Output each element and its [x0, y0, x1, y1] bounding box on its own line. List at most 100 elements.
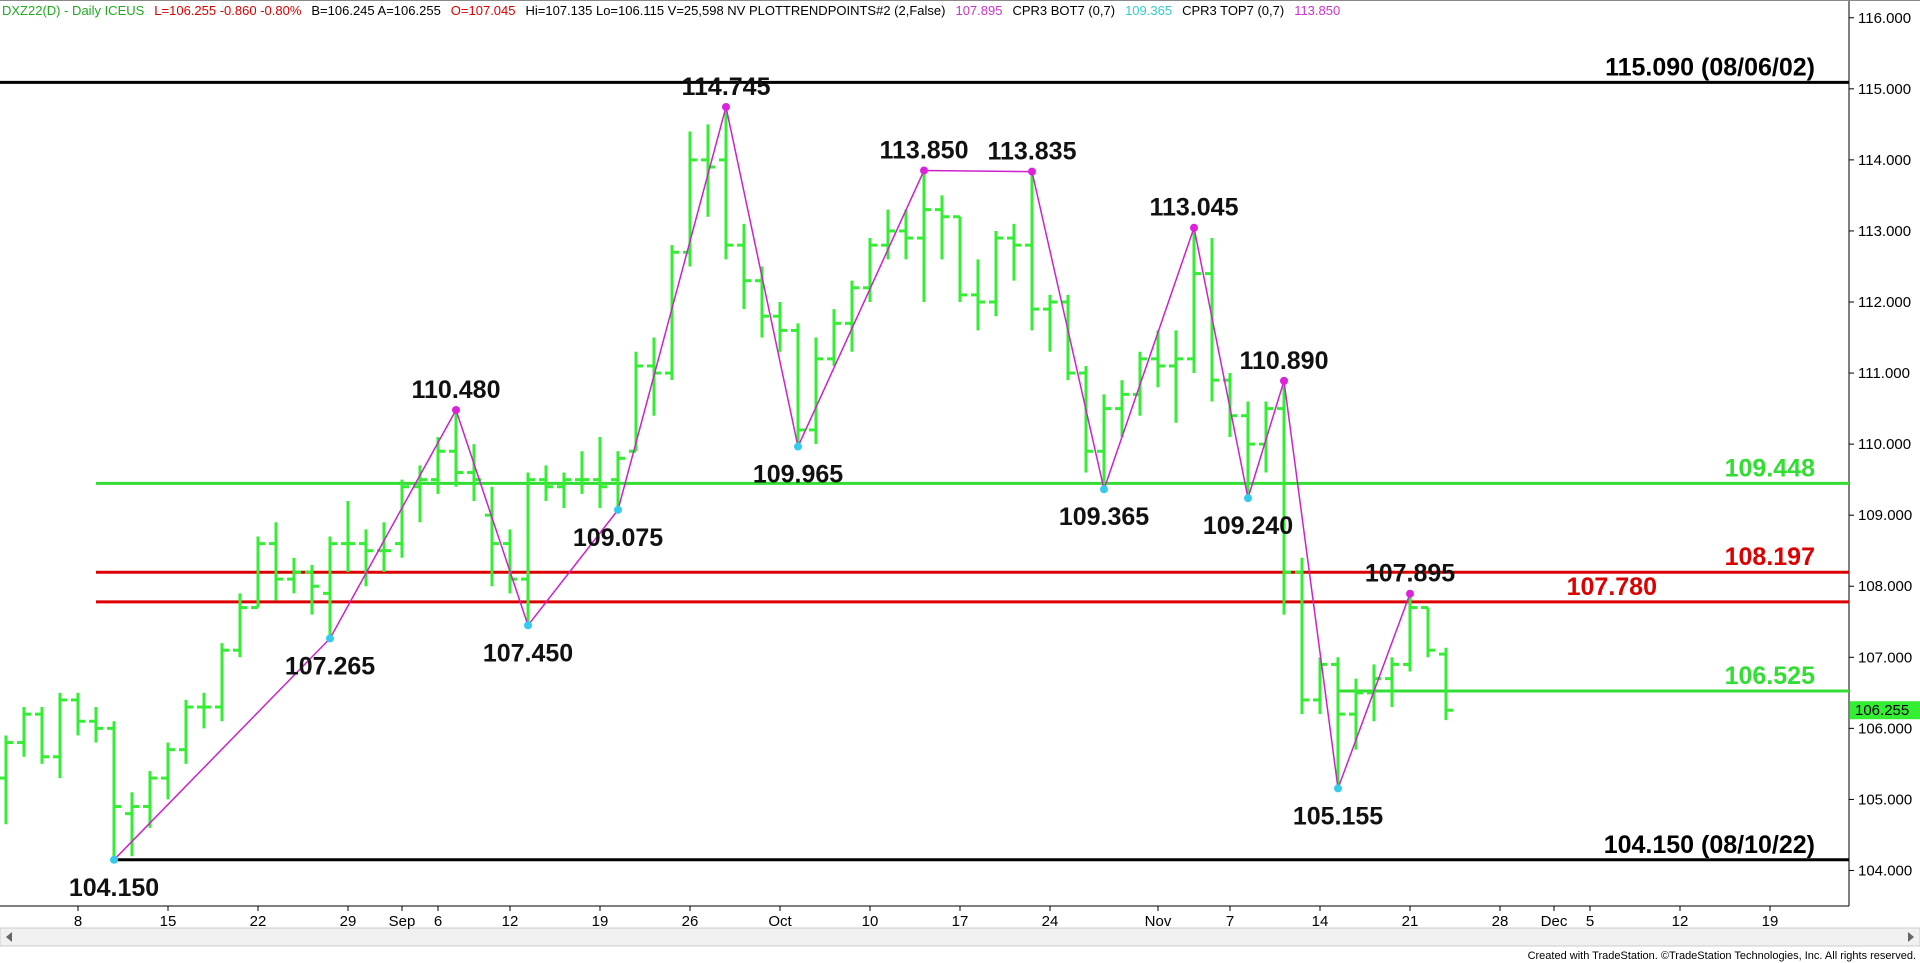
- header: DXZ22(D) - Daily ICEUS L=106.255 -0.860 -…: [2, 3, 1340, 18]
- ohlc-bar: [593, 437, 607, 509]
- footer: Created with TradeStation. ©TradeStation…: [1528, 950, 1916, 962]
- ohlc-bar: [719, 106, 733, 260]
- ohlc-bar: [953, 215, 967, 302]
- x-tick-label: 14: [1312, 913, 1329, 930]
- x-tick-label: Nov: [1145, 913, 1172, 930]
- ohlc-bar: [197, 692, 211, 729]
- ohlc-bar: [827, 309, 841, 366]
- ohlc-bar: [0, 735, 13, 825]
- ohlc-bar: [1097, 394, 1111, 490]
- swing-dot: [1190, 223, 1198, 232]
- y-tick-label: 106.000: [1858, 720, 1912, 737]
- level-label: 109.448: [1725, 454, 1815, 482]
- swing-dot: [920, 166, 928, 175]
- ohlc-bar: [737, 223, 751, 310]
- x-tick-label: 15: [160, 913, 177, 930]
- header-segment: B=106.245 A=106.255: [311, 3, 440, 18]
- ohlc-bar: [1385, 657, 1399, 708]
- ohlc-bar: [539, 465, 553, 501]
- swing-label: 109.240: [1203, 512, 1293, 540]
- ohlc-bar: [575, 451, 589, 494]
- scroll-bar[interactable]: [0, 927, 1920, 947]
- x-tick-label: 17: [952, 913, 969, 930]
- last-price-box: [1850, 701, 1920, 720]
- x-tick-label: 29: [340, 913, 357, 930]
- x-tick-label: Dec: [1541, 913, 1568, 930]
- ohlc-bar: [143, 770, 157, 828]
- ohlc-bar: [809, 337, 823, 445]
- ohlc-bar: [251, 536, 265, 610]
- ohlc-bar: [845, 280, 859, 352]
- ohlc-bar: [341, 500, 355, 573]
- level-label: 115.090 (08/06/02): [1605, 53, 1815, 81]
- ohlc-bar: [1043, 294, 1057, 352]
- y-tick-label: 109.000: [1858, 507, 1912, 524]
- y-tick-label: 112.000: [1858, 294, 1911, 311]
- y-tick-label: 104.000: [1858, 862, 1912, 879]
- ohlc-bar: [71, 692, 85, 736]
- swing-label: 107.265: [285, 652, 375, 680]
- ohlc-bar: [989, 230, 1003, 317]
- ohlc-bar: [503, 529, 517, 594]
- swing-dot: [1334, 784, 1342, 793]
- swing-label: 114.745: [682, 73, 771, 101]
- header-segment: L=106.255 -0.860 -0.80%: [154, 3, 302, 18]
- scroll-right-arrow[interactable]: [1908, 932, 1914, 942]
- x-tick-label: 12: [1672, 913, 1689, 930]
- ohlc-bar: [1277, 380, 1291, 615]
- ohlc-bar: [161, 742, 175, 800]
- y-tick-label: 107.000: [1858, 649, 1912, 666]
- scroll-left-arrow[interactable]: [6, 932, 12, 942]
- ohlc-bar: [917, 170, 931, 302]
- y-tick-label: 111.000: [1858, 365, 1910, 382]
- swing-label: 109.365: [1059, 503, 1149, 531]
- header-segment: CPR3 BOT7 (0,7): [1012, 3, 1115, 18]
- level-label: 107.780: [1567, 573, 1657, 601]
- x-tick-label: Oct: [768, 913, 792, 930]
- last-price-label: 106.255: [1855, 702, 1909, 719]
- y-tick-label: 114.000: [1858, 152, 1911, 169]
- header-segment: O=107.045: [451, 3, 516, 18]
- ohlc-bar: [1241, 401, 1255, 499]
- swing-dot: [722, 102, 730, 111]
- x-tick-label: 5: [1586, 913, 1594, 930]
- ohlc-bar: [773, 302, 787, 352]
- swing-dot: [1406, 589, 1414, 598]
- ohlc-bar: [1331, 657, 1345, 789]
- ohlc-bar: [899, 209, 913, 260]
- x-tick-label: 21: [1402, 913, 1419, 930]
- x-tick-label: 24: [1042, 913, 1059, 930]
- ohlc-bar: [1439, 647, 1453, 721]
- ohlc-bar: [233, 593, 247, 658]
- ohlc-bar: [1421, 606, 1435, 658]
- x-tick-label: 19: [1762, 913, 1779, 930]
- ohlc-bar: [1115, 380, 1129, 438]
- x-tick-label: 10: [862, 913, 879, 930]
- y-tick-label: 115.000: [1858, 81, 1911, 98]
- x-tick-label: 6: [434, 913, 442, 930]
- swing-label: 109.075: [573, 524, 663, 552]
- level-label: 108.197: [1725, 543, 1815, 571]
- ohlc-bar: [665, 245, 679, 381]
- ohlc-bar: [611, 451, 625, 510]
- swing-dot: [1028, 167, 1036, 176]
- ohlc-bar: [359, 529, 373, 587]
- ohlc-bar: [863, 238, 877, 302]
- swing-dot: [452, 406, 460, 415]
- swing-label: 104.150: [69, 874, 159, 902]
- swing-dot: [614, 505, 622, 514]
- ohlc-bar: [557, 472, 571, 509]
- ohlc-bar: [305, 564, 319, 615]
- swing-label: 109.965: [753, 461, 843, 489]
- swing-label: 110.890: [1240, 347, 1329, 375]
- ohlc-bar: [269, 522, 283, 601]
- level-label: 104.150 (08/10/22): [1604, 831, 1815, 859]
- header-segment: 109.365: [1125, 3, 1172, 18]
- y-tick-label: 108.000: [1858, 578, 1912, 595]
- ohlc-bar: [1187, 227, 1201, 374]
- swing-dot: [110, 855, 118, 864]
- header-segment: 113.850: [1294, 3, 1340, 18]
- y-tick-label: 105.000: [1858, 791, 1912, 808]
